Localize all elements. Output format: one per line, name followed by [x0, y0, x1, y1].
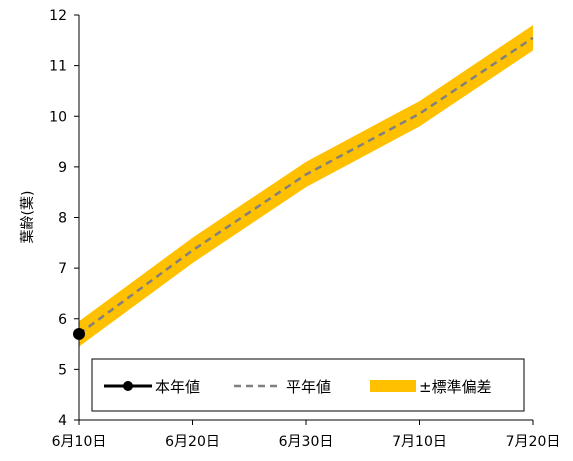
x-tick-label-2: 6月30日 [279, 434, 334, 450]
y-tick-label-5: 5 [58, 362, 67, 378]
y-tick-label-7: 7 [58, 261, 67, 277]
x-tick-label-4: 7月20日 [506, 434, 561, 450]
sd-band-area [79, 25, 533, 347]
y-tick-label-10: 10 [49, 109, 67, 125]
legend-sd-label: ±標準偏差 [419, 378, 492, 396]
x-tick-label-3: 7月10日 [392, 434, 447, 450]
y-tick-label-9: 9 [58, 160, 67, 176]
y-tick-label-11: 11 [49, 59, 67, 75]
legend-box [91, 358, 525, 412]
x-tick-label-0: 6月10日 [52, 434, 107, 450]
y-tick-label-4: 4 [58, 413, 67, 429]
legend-sd-swatch [370, 380, 416, 392]
legend-normal-label: 平年値 [286, 378, 331, 396]
normal-value-line [78, 36, 534, 335]
y-tick-label-6: 6 [58, 312, 67, 328]
legend-current-label: 本年値 [155, 378, 200, 396]
y-tick-label-8: 8 [58, 211, 67, 227]
x-tick-label-1: 6月20日 [165, 434, 220, 450]
legend: 本年値 平年値 ±標準偏差 [91, 358, 525, 412]
legend-current-swatch-marker [123, 381, 133, 391]
plot-area [73, 25, 534, 347]
axes: 4 5 6 7 8 9 10 11 12 6月10日 6月20日 6月30日 7月10日 7月20日 葉齢(… [20, 8, 560, 450]
y-axis-title: 葉齢(葉) [20, 191, 36, 244]
y-tick-label-12: 12 [49, 8, 67, 24]
